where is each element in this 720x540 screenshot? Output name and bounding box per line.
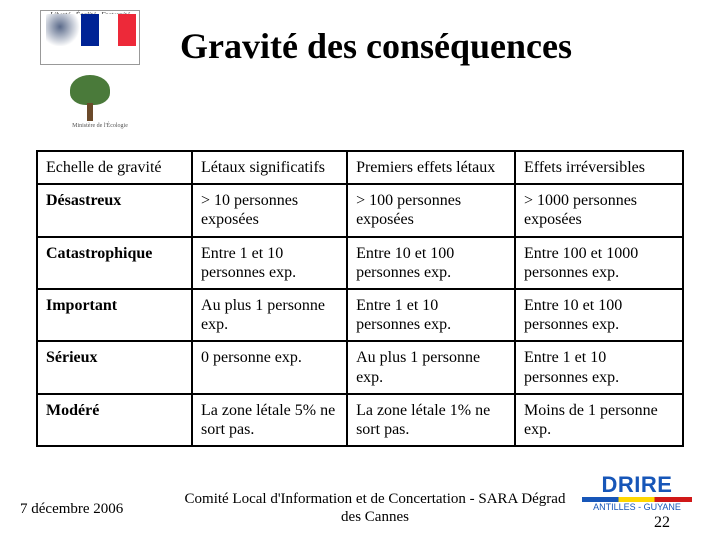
drire-text: DRIRE <box>582 474 692 496</box>
ministry-caption: Ministère de l'Écologie <box>40 123 160 129</box>
table-cell: Moins de 1 personne exp. <box>515 394 683 446</box>
table-cell: Entre 100 et 1000 personnes exp. <box>515 237 683 289</box>
table-row: Modéré La zone létale 5% ne sort pas. La… <box>37 394 683 446</box>
col-header: Premiers effets létaux <box>347 151 515 184</box>
table-cell: Entre 1 et 10 personnes exp. <box>515 341 683 393</box>
ministry-logo <box>65 73 115 123</box>
severity-table: Echelle de gravité Létaux significatifs … <box>36 150 684 447</box>
footer-date: 7 décembre 2006 <box>20 501 123 518</box>
rf-logo: Liberté · Égalité · Fraternité RÉPUBLIQU… <box>40 10 140 65</box>
table-row: Sérieux 0 personne exp. Au plus 1 person… <box>37 341 683 393</box>
table-cell: Entre 1 et 10 personnes exp. <box>192 237 347 289</box>
table-row: Désastreux > 10 personnes exposées > 100… <box>37 184 683 236</box>
tree-crown-icon <box>70 75 110 105</box>
table-cell: Entre 10 et 100 personnes exp. <box>515 289 683 341</box>
row-label: Catastrophique <box>37 237 192 289</box>
french-flag-icon <box>81 14 136 46</box>
drire-logo: DRIRE ANTILLES - GUYANE <box>582 474 692 512</box>
footer-committee: Comité Local d'Information et de Concert… <box>175 490 575 526</box>
table-cell: Entre 1 et 10 personnes exp. <box>347 289 515 341</box>
row-label: Désastreux <box>37 184 192 236</box>
marianne-icon <box>46 14 81 46</box>
tree-trunk-icon <box>87 103 93 121</box>
row-label: Modéré <box>37 394 192 446</box>
table-cell: Au plus 1 personne exp. <box>347 341 515 393</box>
table-cell: La zone létale 5% ne sort pas. <box>192 394 347 446</box>
table-cell: 0 personne exp. <box>192 341 347 393</box>
table-cell: Entre 10 et 100 personnes exp. <box>347 237 515 289</box>
header-logos: Liberté · Égalité · Fraternité RÉPUBLIQU… <box>40 10 160 140</box>
slide-title: Gravité des conséquences <box>180 25 572 67</box>
table-row: Catastrophique Entre 1 et 10 personnes e… <box>37 237 683 289</box>
drire-subtext: ANTILLES - GUYANE <box>582 503 692 512</box>
col-header: Echelle de gravité <box>37 151 192 184</box>
table-cell: > 100 personnes exposées <box>347 184 515 236</box>
table-cell: > 10 personnes exposées <box>192 184 347 236</box>
col-header: Effets irréversibles <box>515 151 683 184</box>
table-cell: La zone létale 1% ne sort pas. <box>347 394 515 446</box>
table-header-row: Echelle de gravité Létaux significatifs … <box>37 151 683 184</box>
col-header: Létaux significatifs <box>192 151 347 184</box>
table-cell: > 1000 personnes exposées <box>515 184 683 236</box>
table-row: Important Au plus 1 personne exp. Entre … <box>37 289 683 341</box>
severity-table-wrap: Echelle de gravité Létaux significatifs … <box>36 150 684 447</box>
row-label: Sérieux <box>37 341 192 393</box>
table-cell: Au plus 1 personne exp. <box>192 289 347 341</box>
page-number: 22 <box>654 514 670 532</box>
row-label: Important <box>37 289 192 341</box>
